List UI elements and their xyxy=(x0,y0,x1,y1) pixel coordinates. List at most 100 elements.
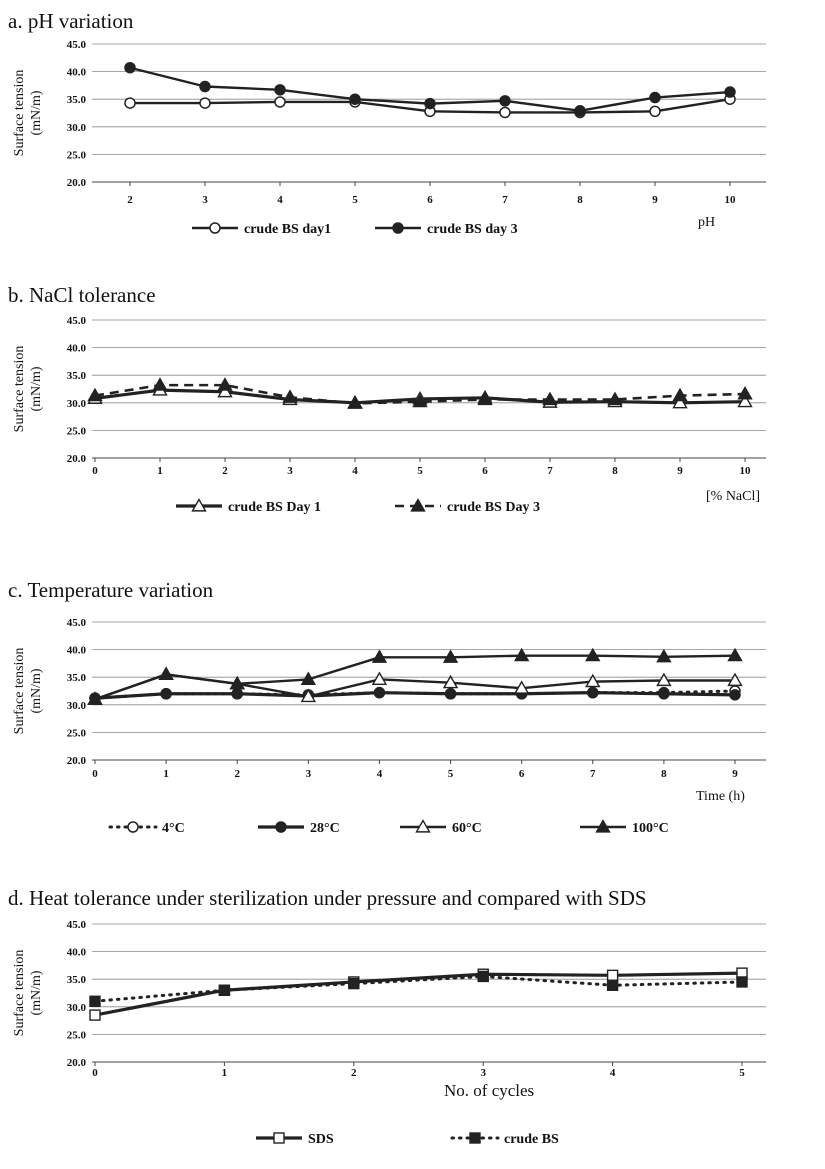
x-tick-label: 1 xyxy=(157,465,163,477)
x-tick-label: 6 xyxy=(482,465,488,477)
data-point xyxy=(124,61,136,74)
chart-panel-d: d. Heat tolerance under sterilization un… xyxy=(8,886,766,1147)
data-point xyxy=(477,391,493,406)
data-point xyxy=(89,1009,101,1021)
data-point xyxy=(217,383,233,398)
data-point xyxy=(371,649,388,663)
y-tick-label: 20.0 xyxy=(67,177,87,189)
y-axis-label: Surface tension xyxy=(12,950,27,1037)
data-point xyxy=(371,671,388,685)
x-tick-label: 4 xyxy=(352,465,358,477)
legend-marker xyxy=(392,222,404,234)
x-tick-label: 8 xyxy=(612,465,618,477)
x-tick-label: 5 xyxy=(352,194,358,206)
y-tick-label: 30.0 xyxy=(67,1002,87,1014)
x-tick-label: 0 xyxy=(92,768,98,780)
chart-title: b. NaCl tolerance xyxy=(8,283,156,307)
y-tick-label: 25.0 xyxy=(67,727,87,739)
y-axis-unit: (mN/m) xyxy=(29,366,44,411)
data-point xyxy=(373,686,386,699)
legend-marker xyxy=(273,1132,285,1144)
data-point xyxy=(499,95,511,107)
legend-marker xyxy=(469,1132,481,1144)
x-tick-label: 3 xyxy=(306,768,312,780)
data-point xyxy=(542,391,558,406)
data-point xyxy=(442,649,459,663)
x-tick-label: 1 xyxy=(222,1067,228,1079)
legend-marker xyxy=(415,819,431,833)
data-point xyxy=(727,647,743,662)
x-tick-label: 9 xyxy=(652,194,658,206)
legend-label: 28°C xyxy=(310,821,340,836)
series-line-1 xyxy=(93,974,744,1003)
legend-label: crude BS Day 1 xyxy=(228,500,321,515)
data-point xyxy=(444,688,457,700)
data-point xyxy=(424,97,436,110)
y-tick-label: 20.0 xyxy=(67,755,87,767)
data-point xyxy=(607,391,623,406)
y-tick-label: 45.0 xyxy=(67,39,87,51)
y-tick-label: 20.0 xyxy=(67,453,87,465)
legend-label: 4°C xyxy=(162,821,185,836)
chart-title: d. Heat tolerance under sterilization un… xyxy=(8,886,647,910)
data-point xyxy=(737,386,753,400)
x-tick-label: 6 xyxy=(519,768,525,780)
data-point xyxy=(736,976,748,988)
data-point xyxy=(656,648,672,663)
y-axis-label: Surface tension xyxy=(12,648,27,735)
x-tick-label: 0 xyxy=(92,1067,98,1079)
data-point xyxy=(199,80,211,93)
y-tick-label: 25.0 xyxy=(67,1029,87,1041)
data-point xyxy=(152,377,168,391)
data-point xyxy=(658,688,670,700)
legend-marker xyxy=(275,821,287,833)
y-axis-label: Surface tension xyxy=(12,346,27,433)
x-tick-label: 10 xyxy=(740,465,752,477)
y-tick-label: 25.0 xyxy=(67,425,87,437)
x-tick-label: 3 xyxy=(202,194,208,206)
y-tick-label: 35.0 xyxy=(67,370,87,382)
x-tick-label: 9 xyxy=(677,465,683,477)
x-tick-label: 9 xyxy=(732,768,738,780)
legend-marker xyxy=(191,498,207,512)
y-axis-unit: (mN/m) xyxy=(29,668,44,713)
data-point xyxy=(727,672,743,687)
y-tick-label: 35.0 xyxy=(67,974,87,986)
x-axis-label: [% NaCl] xyxy=(706,489,760,504)
legend-label: crude BS day1 xyxy=(244,222,331,237)
data-point xyxy=(274,96,286,108)
legend-marker xyxy=(127,821,139,833)
data-point xyxy=(585,647,601,662)
y-tick-label: 40.0 xyxy=(67,343,87,355)
data-point xyxy=(606,969,619,982)
data-point xyxy=(729,689,741,701)
data-point xyxy=(160,688,172,700)
data-point xyxy=(574,105,586,117)
x-tick-label: 7 xyxy=(590,768,596,780)
y-tick-label: 35.0 xyxy=(67,94,87,106)
data-point xyxy=(89,995,101,1007)
x-tick-label: 1 xyxy=(163,768,169,780)
x-tick-label: 2 xyxy=(127,194,133,206)
y-tick-label: 35.0 xyxy=(67,672,87,684)
data-point xyxy=(124,97,136,109)
x-tick-label: 7 xyxy=(502,194,508,206)
x-axis-label: Time (h) xyxy=(696,789,745,804)
chart-panel-b: b. NaCl tolerance 20.0 25.0 30.0 35.0 40.0 45.… xyxy=(8,283,766,515)
x-tick-label: 3 xyxy=(480,1067,486,1079)
x-tick-label: 8 xyxy=(577,194,583,206)
data-point xyxy=(217,377,233,391)
legend-label: crude BS day 3 xyxy=(427,222,518,237)
y-tick-label: 45.0 xyxy=(67,919,87,931)
data-point xyxy=(158,666,174,681)
data-point xyxy=(649,91,661,104)
data-point xyxy=(672,394,688,409)
data-point xyxy=(348,977,360,990)
data-point xyxy=(349,93,361,105)
data-point xyxy=(513,680,530,694)
chart-title: c. Temperature variation xyxy=(8,578,214,602)
y-tick-label: 45.0 xyxy=(67,617,87,629)
legend-marker xyxy=(595,819,611,833)
y-tick-label: 40.0 xyxy=(67,67,87,79)
